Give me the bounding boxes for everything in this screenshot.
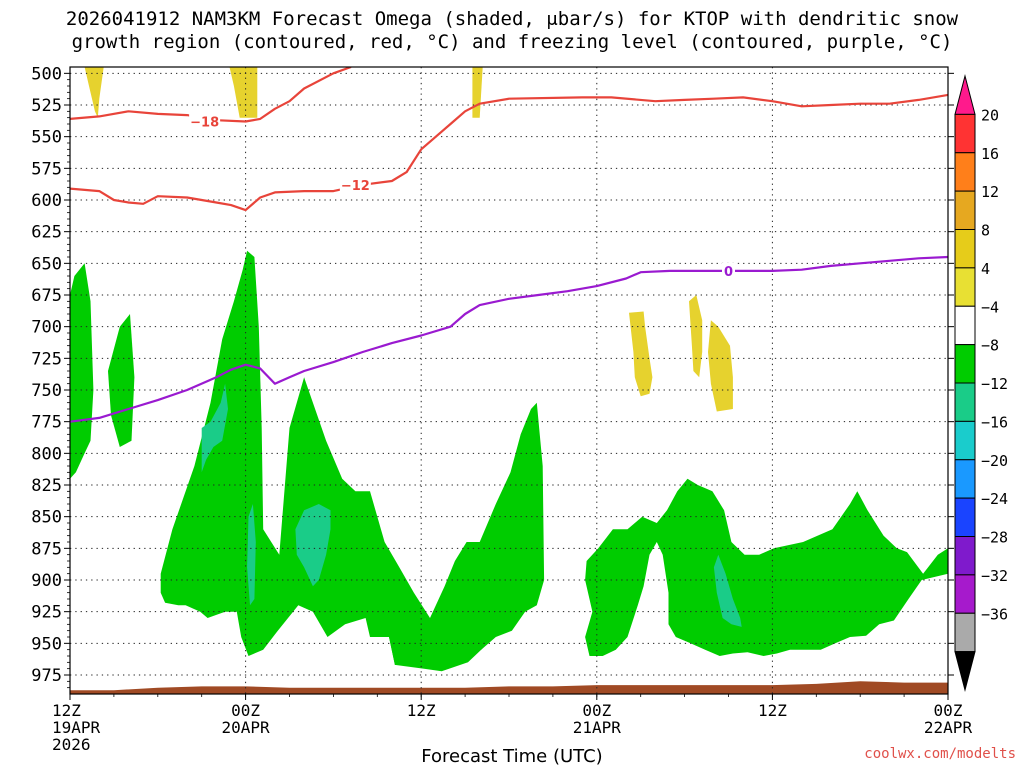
- colorbar-label: 8: [981, 222, 990, 240]
- x-tick-label-line: 20APR: [221, 718, 270, 737]
- chart-title-line1: 2026041912 NAM3KM Forecast Omega (shaded…: [65, 8, 959, 30]
- colorbar-swatch-bottom: [954, 651, 976, 692]
- colorbar-swatch: [954, 190, 976, 230]
- colorbar-label: −20: [981, 452, 1008, 470]
- y-tick-label: 550: [31, 128, 62, 148]
- omega-region-2-2: [472, 67, 483, 118]
- x-tick-label: 12Z: [732, 702, 812, 719]
- contour-label-bg: [189, 113, 221, 130]
- contour-label-dgz_bottom: −12: [341, 179, 370, 194]
- omega-region-0-0: [70, 263, 94, 479]
- colorbar-swatch: [954, 536, 976, 576]
- x-tick-label-line: 22APR: [923, 718, 973, 737]
- y-tick-label: 825: [31, 476, 62, 496]
- colorbar-swatch: [954, 382, 976, 422]
- x-tick-label-line: 00Z: [933, 701, 963, 720]
- colorbar-swatch: [954, 152, 976, 192]
- x-tick-label-line: 12Z: [757, 701, 787, 720]
- y-tick-label: 725: [31, 349, 62, 369]
- y-tick-label: 800: [31, 444, 62, 464]
- colorbar-swatch: [954, 497, 976, 537]
- y-tick-label: 975: [31, 666, 62, 686]
- colorbar-label: 16: [981, 145, 999, 163]
- omega-region-1-1: [247, 504, 256, 606]
- colorbar-label: 4: [981, 260, 990, 278]
- contour-freezing_level: [70, 255, 948, 423]
- contour-label-dgz_top: −18: [190, 115, 219, 130]
- chart-title-line2: growth region (contoured, red, °C) and f…: [71, 31, 953, 53]
- y-tick-label: 500: [31, 64, 62, 84]
- omega-region-0-4: [585, 478, 948, 656]
- colorbar-swatch: [954, 459, 976, 499]
- omega-region-0-2: [160, 250, 545, 665]
- x-tick-label: 12Z 19APR 2026: [52, 702, 132, 753]
- omega-region-2-1: [229, 67, 258, 118]
- y-tick-label: 950: [31, 634, 62, 654]
- y-tick-label: 575: [31, 159, 62, 179]
- y-tick-label: 700: [31, 318, 62, 338]
- credit-text: coolwx.com/modelts: [864, 746, 1016, 762]
- x-tick-label: 12Z: [381, 702, 461, 719]
- y-tick-label: 900: [31, 571, 62, 591]
- colorbar-label: 12: [981, 183, 999, 201]
- x-tick-label-line: 2026: [52, 735, 91, 754]
- colorbar-swatch: [954, 344, 976, 384]
- omega-region-0-3: [389, 630, 486, 672]
- y-tick-label: 750: [31, 381, 62, 401]
- plot-area: −18 −12 0: [70, 67, 948, 694]
- colorbar-label: −36: [981, 605, 1008, 623]
- colorbar-label: −12: [981, 375, 1008, 393]
- omega-region-1-2: [295, 504, 331, 587]
- colorbar-label: −24: [981, 490, 1008, 508]
- colorbar-label: 20: [981, 106, 999, 124]
- y-tick-label: 925: [31, 603, 62, 623]
- colorbar-label: −16: [981, 413, 1008, 431]
- colorbar-swatch: [954, 305, 976, 346]
- omega-region-0-1: [108, 314, 135, 447]
- y-tick-label: 775: [31, 413, 62, 433]
- x-tick-label: 00Z 20APR: [206, 702, 286, 736]
- omega-region-2-5: [708, 320, 733, 412]
- y-tick-label: 650: [31, 254, 62, 274]
- colorbar-label: −28: [981, 529, 1008, 547]
- x-tick-label-line: 21APR: [572, 718, 621, 737]
- terrain-fill: [70, 681, 948, 694]
- y-tick-label: 850: [31, 508, 62, 528]
- colorbar-swatch: [954, 229, 976, 269]
- contour-dgz_bottom: [70, 93, 948, 212]
- x-tick-label-line: 00Z: [582, 701, 612, 720]
- omega-region-2-4: [689, 295, 703, 378]
- colorbar-label: −32: [981, 567, 1008, 585]
- x-tick-label-line: 12Z: [52, 701, 81, 720]
- x-axis-title: Forecast Time (UTC): [421, 746, 603, 767]
- x-tick-label: 00Z 21APR: [557, 702, 637, 736]
- x-tick-label-line: 00Z: [231, 701, 261, 720]
- omega-region-1-0: [201, 383, 228, 473]
- y-tick-label: 525: [31, 96, 62, 116]
- x-tick-label-line: 19APR: [52, 718, 101, 737]
- colorbar-label: −8: [981, 337, 999, 355]
- colorbar-swatch: [954, 113, 976, 154]
- y-tick-label: 600: [31, 191, 62, 211]
- contour-label-freezing_level: 0: [724, 265, 733, 280]
- colorbar-label: −4: [981, 298, 999, 316]
- y-tick-label: 675: [31, 286, 62, 306]
- omega-region-2-3: [629, 311, 653, 397]
- colorbar-swatch: [954, 574, 976, 614]
- colorbar-swatch: [954, 420, 976, 461]
- contour-dgz_top: [70, 67, 352, 123]
- x-tick-label: 00Z 22APR: [908, 702, 988, 736]
- omega-region-1-3: [713, 554, 742, 627]
- y-tick-label: 875: [31, 539, 62, 559]
- contour-label-bg: [722, 262, 735, 279]
- colorbar-swatch: [954, 612, 976, 653]
- colorbar-swatch: [954, 267, 976, 307]
- contour-label-bg: [339, 176, 371, 193]
- colorbar-swatch-top: [954, 74, 976, 115]
- y-tick-label: 625: [31, 223, 62, 243]
- omega-region-2-0: [84, 67, 104, 118]
- x-tick-label-line: 12Z: [406, 701, 436, 720]
